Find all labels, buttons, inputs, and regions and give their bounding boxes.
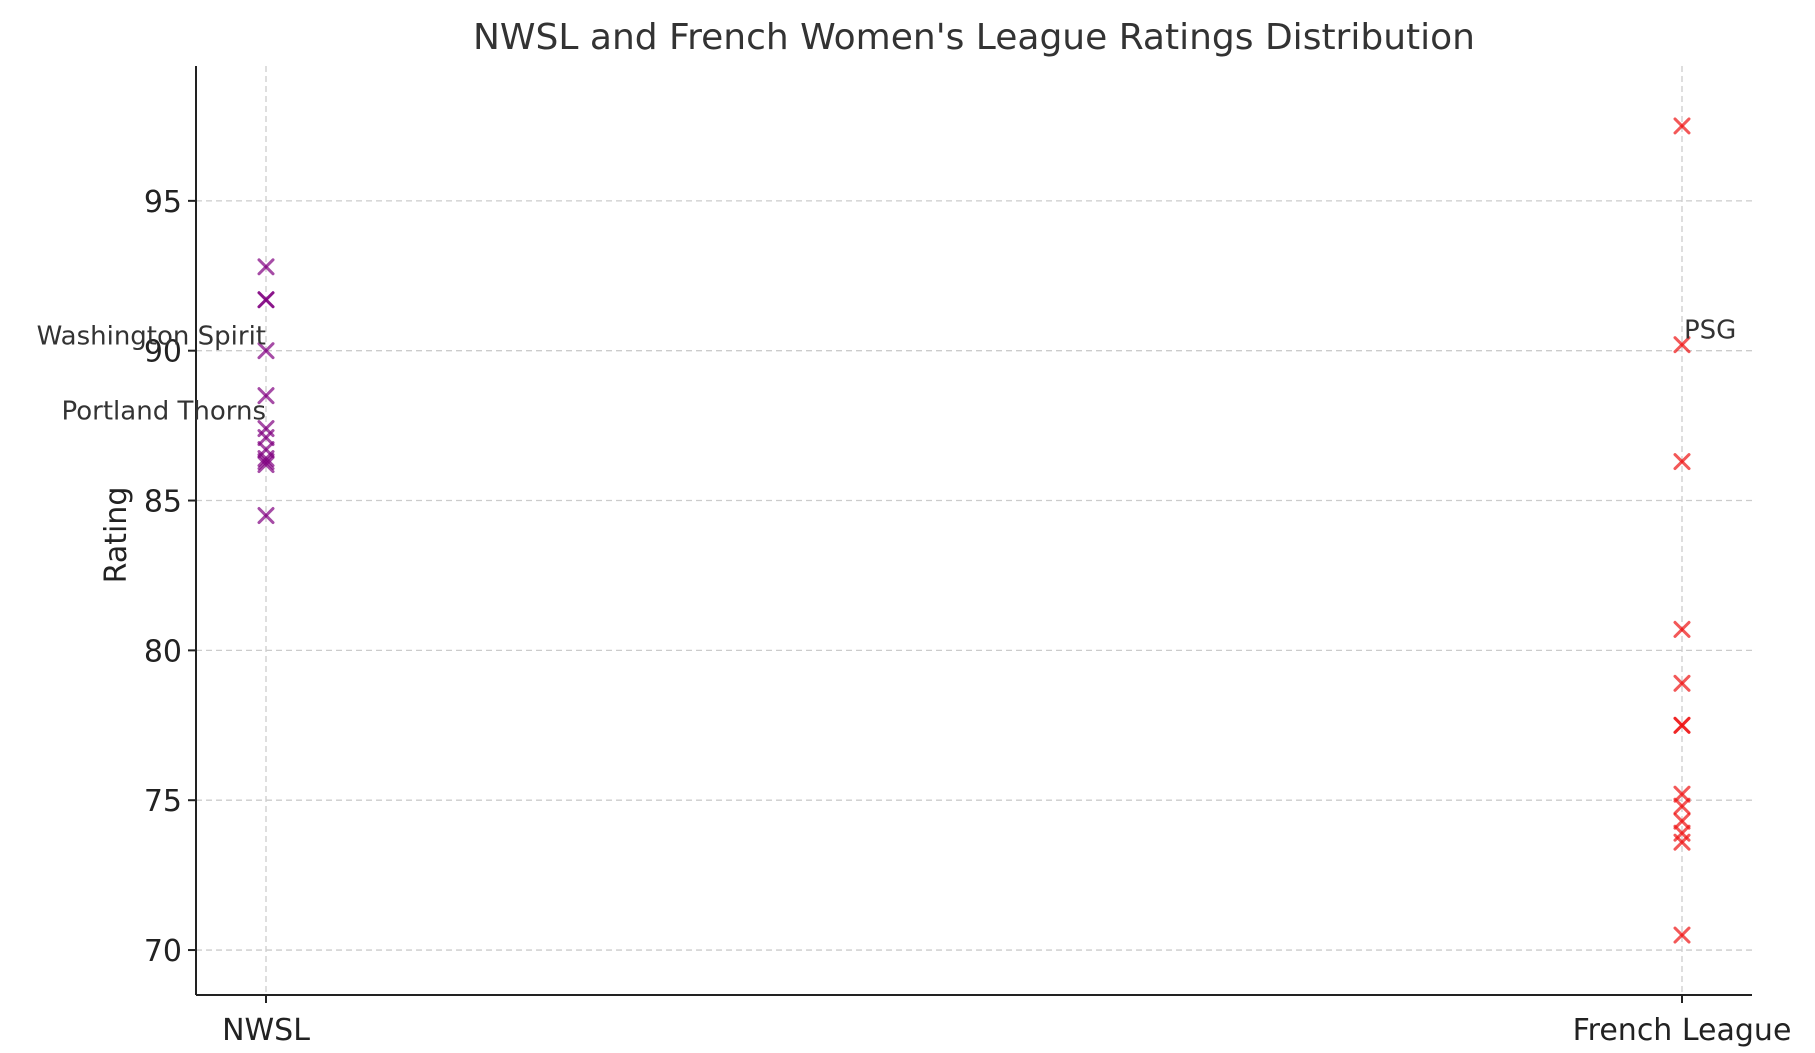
data-point-stroke xyxy=(1673,716,1691,734)
chart-title: NWSL and French Women's League Ratings D… xyxy=(473,17,1475,58)
x-tick-label: NWSL xyxy=(222,1013,310,1048)
point-annotation: Portland Thorns xyxy=(62,397,266,427)
data-point-stroke xyxy=(1673,620,1691,638)
data-point-stroke xyxy=(257,453,275,471)
data-point-stroke xyxy=(257,429,275,447)
axes-layer xyxy=(195,66,1752,996)
y-axis-label: Rating xyxy=(99,487,134,584)
data-point xyxy=(257,453,275,471)
data-point xyxy=(1673,716,1691,734)
point-annotation: Washington Spirit xyxy=(37,322,266,352)
y-tick-label: 75 xyxy=(144,784,182,819)
data-point xyxy=(1673,336,1691,354)
y-tick-label: 90 xyxy=(144,335,182,370)
data-point-stroke xyxy=(257,387,275,405)
points-layer xyxy=(257,117,1691,944)
data-point-stroke xyxy=(1673,833,1691,851)
data-point-stroke xyxy=(257,507,275,525)
data-point xyxy=(257,456,275,474)
data-point-stroke xyxy=(257,456,275,474)
data-point xyxy=(257,387,275,405)
point-annotation: PSG xyxy=(1684,316,1736,346)
data-point-stroke xyxy=(257,258,275,276)
x-tick-label: French League xyxy=(1573,1013,1792,1048)
data-point-stroke xyxy=(1673,797,1691,815)
y-tick-label: 70 xyxy=(144,934,182,969)
data-point-stroke xyxy=(1673,785,1691,803)
grid-layer xyxy=(196,66,1752,995)
data-point xyxy=(1673,812,1691,830)
data-point xyxy=(257,429,275,447)
data-point xyxy=(257,291,275,309)
data-point xyxy=(1673,117,1691,135)
data-point-stroke xyxy=(1673,117,1691,135)
annotations-layer: Washington Spirit Portland Thorns PSG xyxy=(37,316,1737,427)
data-point-stroke xyxy=(257,291,275,309)
data-point xyxy=(1673,674,1691,692)
data-point-stroke xyxy=(1673,453,1691,471)
y-tick-label: 95 xyxy=(144,185,182,220)
data-point xyxy=(1673,785,1691,803)
data-point xyxy=(1673,453,1691,471)
data-point xyxy=(257,342,275,360)
data-point xyxy=(257,450,275,468)
data-point xyxy=(257,258,275,276)
data-point-stroke xyxy=(1673,926,1691,944)
data-point-stroke xyxy=(1673,812,1691,830)
ticks-layer: 70 75 80 85 90 95 NWSL French League xyxy=(144,185,1792,1048)
data-point-stroke xyxy=(257,342,275,360)
data-point-stroke xyxy=(1673,674,1691,692)
data-point-stroke xyxy=(1673,336,1691,354)
data-point xyxy=(1673,926,1691,944)
data-point xyxy=(1673,620,1691,638)
data-point xyxy=(257,507,275,525)
data-point-stroke xyxy=(257,450,275,468)
data-point xyxy=(1673,833,1691,851)
y-tick-label: 85 xyxy=(144,485,182,520)
y-tick-label: 80 xyxy=(144,634,182,669)
data-point xyxy=(1673,797,1691,815)
